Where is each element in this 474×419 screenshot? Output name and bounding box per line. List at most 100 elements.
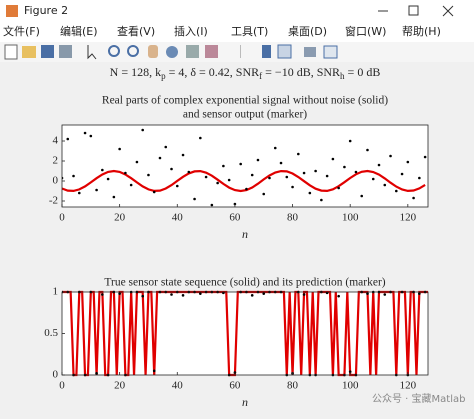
data-point — [222, 164, 225, 168]
maximize-button[interactable] — [408, 5, 419, 16]
data-point — [72, 174, 75, 178]
x-axis-label: n — [242, 227, 248, 241]
tool-new[interactable] — [4, 44, 18, 60]
data-point — [268, 176, 271, 180]
y-tick-label: 0.5 — [44, 327, 58, 339]
menu-item[interactable]: 查看(V) — [117, 24, 155, 38]
x-tick-label: 0 — [59, 212, 65, 224]
data-point — [297, 152, 300, 156]
menu: 文件(F) 编辑(E) 查看(V) 插入(I) 工具(T) 桌面(D) 窗口(W) 帮助(H) — [3, 24, 441, 38]
data-line — [62, 169, 426, 193]
tool-hide[interactable] — [304, 47, 316, 57]
chart-title: Real parts of complex exponential signal… — [102, 95, 388, 107]
tool-brush[interactable] — [205, 45, 218, 58]
data-point — [371, 177, 375, 181]
data-point — [106, 177, 110, 181]
plot-content — [62, 128, 427, 207]
data-point — [170, 293, 173, 296]
tool-print[interactable] — [59, 45, 72, 58]
title-bar — [0, 0, 474, 22]
subscript: h — [340, 71, 345, 81]
data-point — [250, 294, 254, 297]
menu-item[interactable]: 文件(F) — [3, 24, 40, 38]
data-point — [95, 188, 98, 192]
menu-item[interactable]: 插入(I) — [174, 24, 208, 38]
x-tick-label: 60 — [229, 212, 241, 224]
data-point — [285, 175, 289, 179]
data-point — [170, 167, 173, 171]
tool-zoom-out[interactable] — [127, 45, 139, 57]
data-point — [331, 157, 335, 161]
x-tick-label: 80 — [287, 212, 299, 224]
app-icon — [6, 5, 18, 17]
y-tick-label: 1 — [53, 286, 59, 298]
tool-save[interactable] — [41, 45, 54, 58]
data-point — [210, 203, 214, 207]
data-point — [250, 173, 254, 177]
data-point — [239, 162, 242, 166]
data-point — [245, 187, 248, 191]
data-point — [418, 176, 421, 180]
tool-zoom-in[interactable] — [108, 45, 120, 57]
x-tick-label: 40 — [172, 212, 184, 224]
tool-datatip[interactable] — [186, 45, 199, 58]
subscript: f — [259, 71, 262, 81]
axes-box — [61, 124, 429, 208]
data-point — [199, 136, 202, 140]
toolbar — [0, 42, 474, 62]
data-point — [377, 163, 381, 167]
data-point — [423, 155, 427, 159]
data-point — [118, 292, 121, 295]
toolbar-separator — [240, 45, 241, 58]
chart-title: True sensor state sequence (solid) and i… — [104, 277, 385, 289]
menu-item[interactable]: 帮助(H) — [402, 24, 441, 38]
data-point — [147, 173, 150, 177]
tool-open[interactable] — [22, 46, 36, 58]
super-title: N = 128, kp = 4, δ = 0.42, SNRf = −10 dB… — [110, 65, 381, 81]
data-point — [95, 372, 98, 375]
x-tick-label: 120 — [400, 380, 417, 392]
x-tick-label: 20 — [114, 380, 126, 392]
chart-title: and sensor output (marker) — [183, 109, 307, 121]
close-button[interactable] — [442, 5, 454, 17]
data-point — [152, 190, 156, 194]
tool-pointer[interactable] — [87, 45, 97, 60]
tool-rotate[interactable] — [166, 46, 178, 58]
data-point — [394, 189, 398, 193]
data-point — [302, 293, 306, 296]
y-tick-label: 0 — [53, 175, 59, 187]
data-point — [291, 185, 294, 189]
data-point — [412, 196, 415, 200]
data-point — [383, 293, 387, 296]
data-point — [158, 156, 162, 160]
x-tick-label: 0 — [59, 380, 65, 392]
data-point — [337, 294, 340, 298]
data-point — [199, 292, 202, 295]
data-point — [366, 292, 369, 295]
tool-show[interactable] — [323, 45, 338, 59]
data-point — [187, 170, 191, 174]
tool-colorbar[interactable] — [262, 45, 271, 58]
data-point — [152, 369, 156, 373]
menu-item[interactable]: 桌面(D) — [288, 25, 327, 38]
data-point — [135, 160, 139, 164]
x-tick-label: 40 — [172, 380, 184, 392]
data-point — [118, 147, 121, 151]
menu-item[interactable]: 窗口(W) — [345, 24, 386, 38]
menu-item[interactable]: 工具(T) — [231, 25, 268, 38]
tool-pan[interactable] — [148, 45, 158, 58]
menu-item[interactable]: 编辑(E) — [60, 24, 98, 38]
title-part: = 0 dB — [345, 65, 381, 79]
data-point — [279, 161, 283, 165]
data-point — [175, 184, 179, 188]
x-tick-label: 60 — [229, 380, 241, 392]
data-point — [227, 178, 231, 182]
data-point — [112, 195, 116, 199]
y-tick-label: -2 — [49, 195, 58, 207]
watermark: 公众号 · 宝藏Matlab — [372, 392, 465, 405]
data-point — [320, 198, 323, 202]
tool-legend[interactable] — [277, 44, 292, 59]
data-point — [308, 191, 312, 195]
